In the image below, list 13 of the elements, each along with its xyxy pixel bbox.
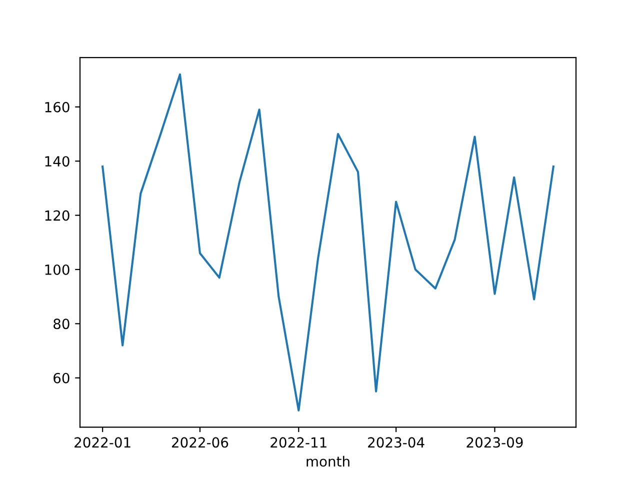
x-tick-label: 2022-06 [172,437,228,448]
y-tick-label: 160 [45,102,70,112]
y-tick-label: 100 [45,264,70,275]
line-series [102,73,554,412]
y-tick-label: 60 [54,372,70,384]
x-axis-title: month [306,456,350,467]
x-tick-label: 2022-11 [270,437,326,448]
x-tick-label: 2023-09 [466,437,523,448]
y-tick-label: 140 [45,156,70,167]
x-tick-label: 2022-01 [74,437,130,448]
y-tick-label: 80 [54,318,70,330]
x-tick-label: 2023-04 [368,437,424,448]
y-tick-label: 120 [45,210,70,221]
